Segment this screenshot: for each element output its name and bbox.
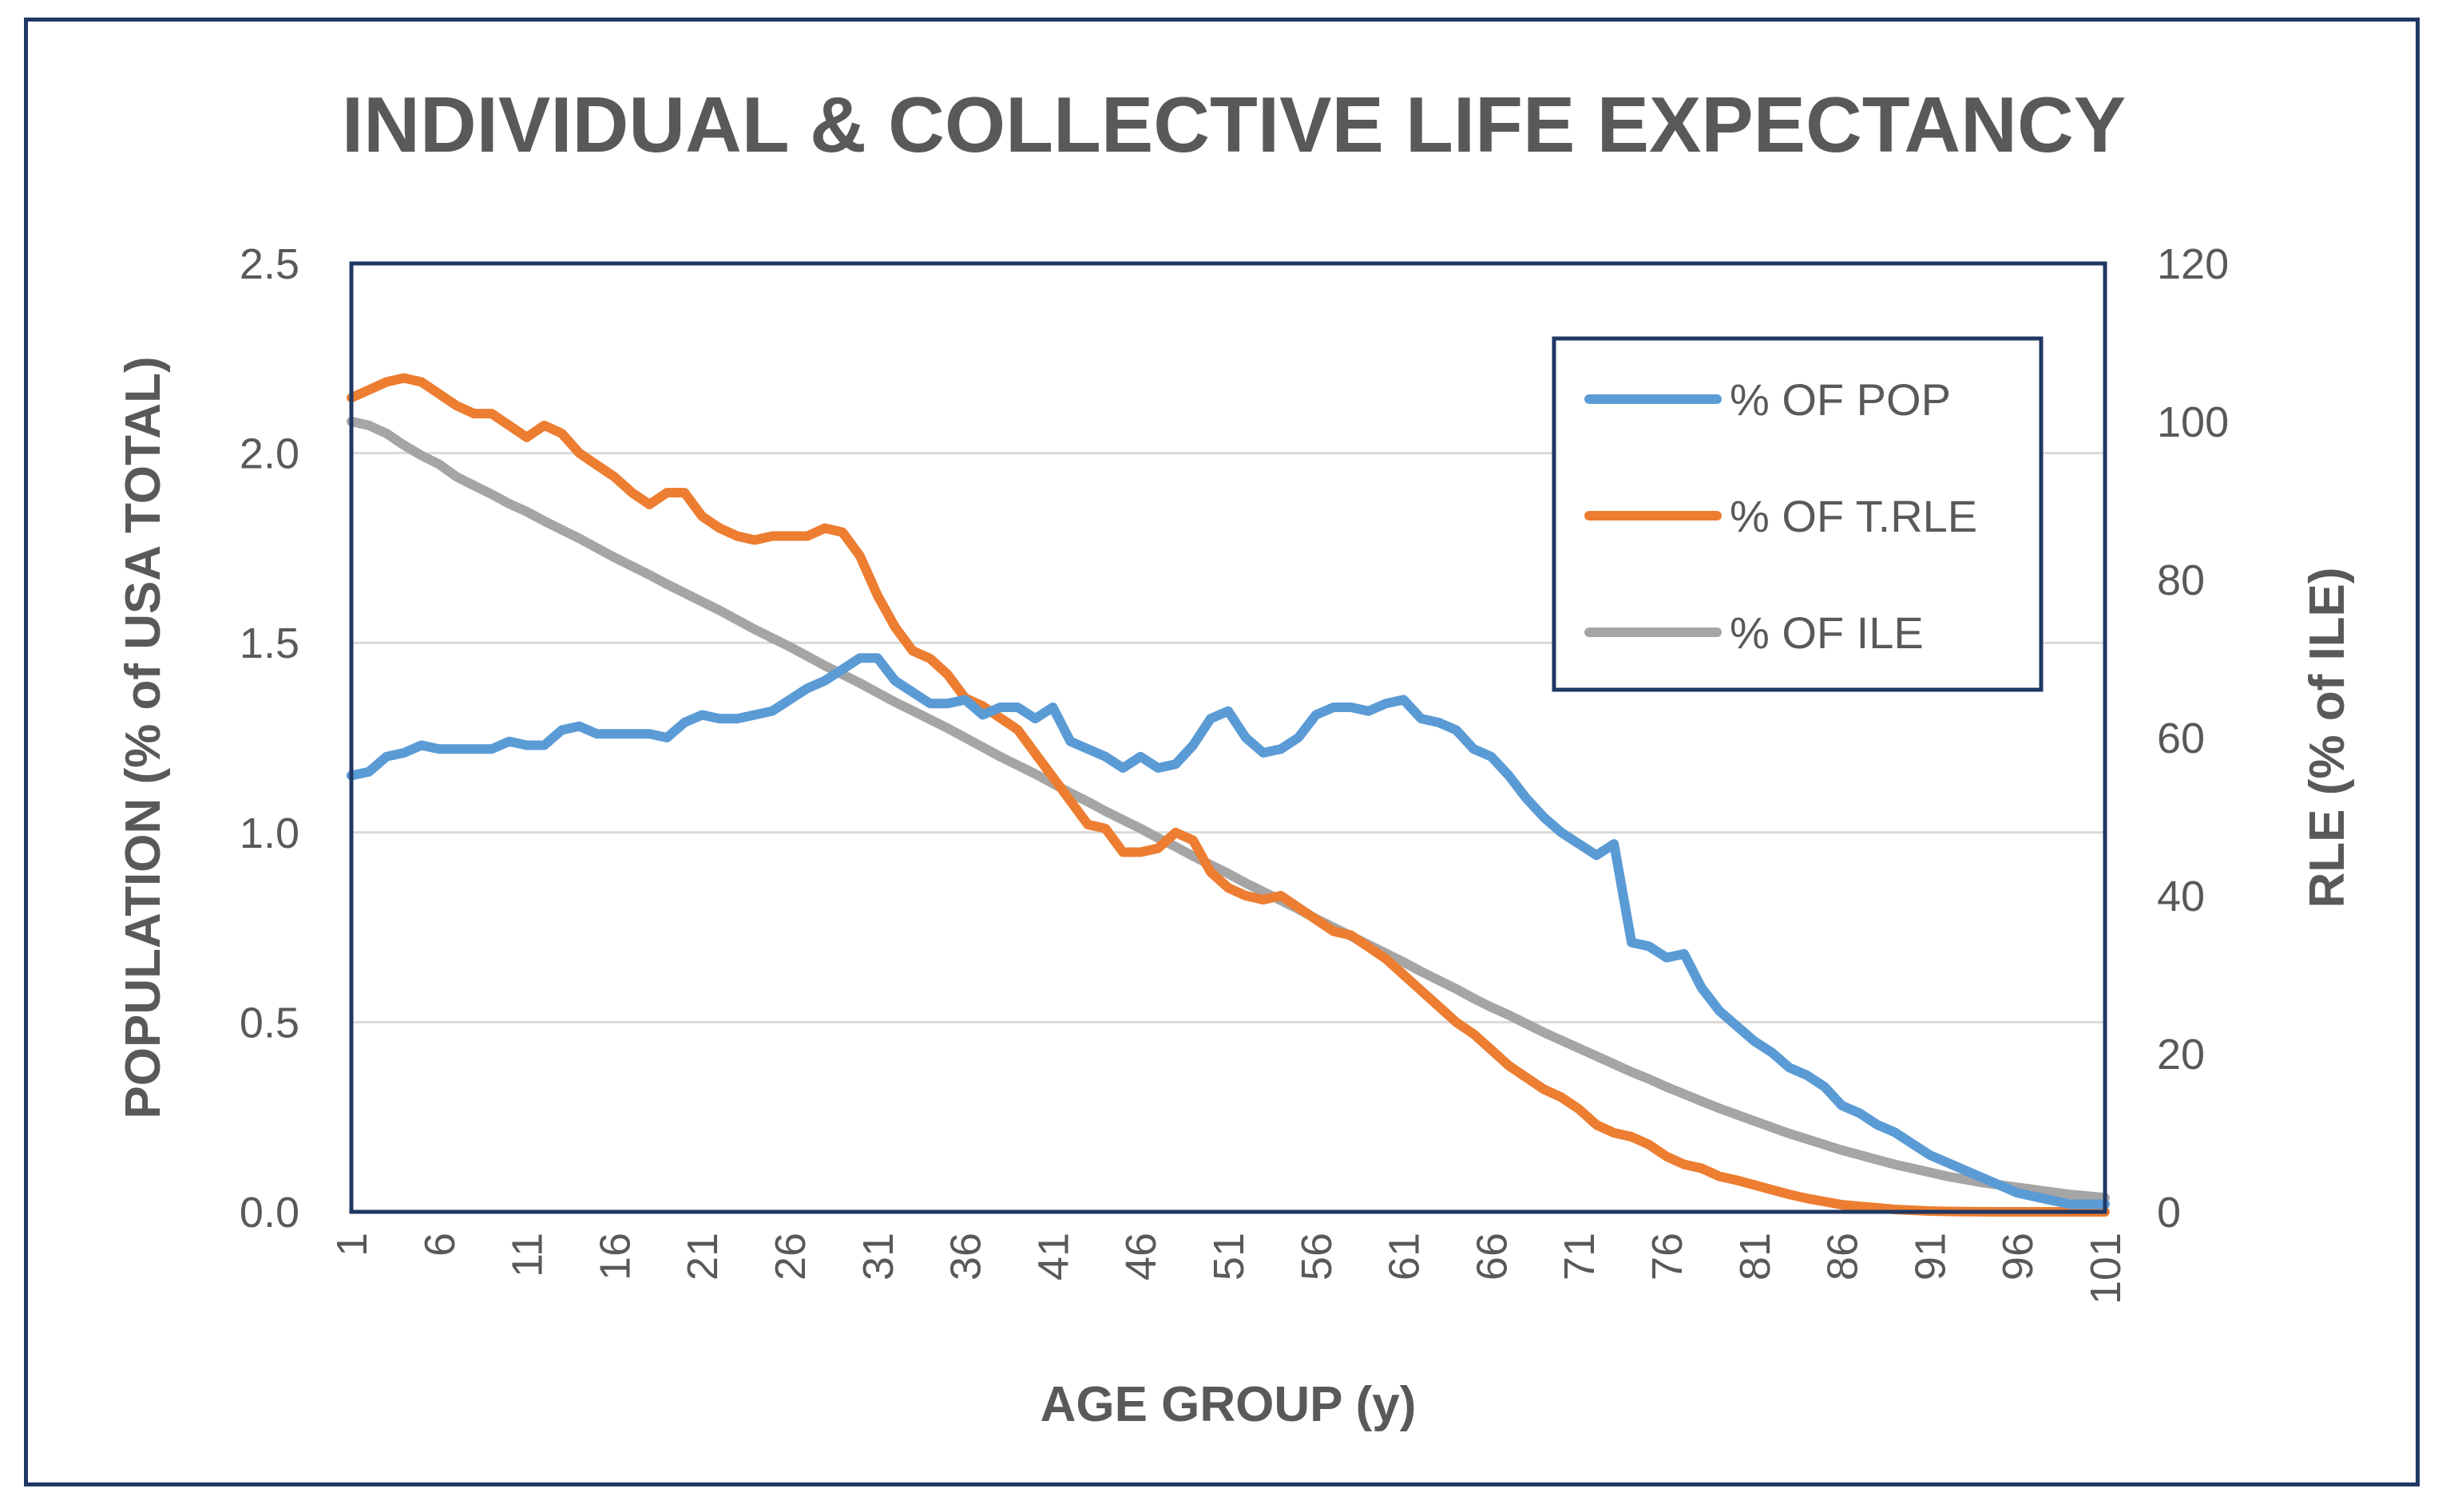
legend-label: % OF T.RLE <box>1730 491 1977 541</box>
y2-tick-label: 60 <box>2157 714 2205 762</box>
x-tick-label: 16 <box>591 1233 639 1280</box>
x-tick-label: 31 <box>854 1233 902 1280</box>
x-tick-label: 96 <box>1994 1233 2042 1280</box>
y-axis-right-ticks: 0 20 40 60 80 100 120 <box>2157 240 2229 1237</box>
series-line-of-t-rle <box>347 373 2110 1217</box>
x-tick-label: 66 <box>1468 1233 1516 1280</box>
x-tick-label: 41 <box>1029 1233 1077 1280</box>
x-tick-label: 36 <box>942 1233 990 1280</box>
x-tick-label: 61 <box>1381 1233 1429 1280</box>
y-axis-right-title: RLE (% of ILE) <box>2300 567 2355 908</box>
series-line-of-ile <box>347 417 2110 1203</box>
y-tick-label: 1.0 <box>240 809 299 857</box>
x-tick-label: 21 <box>679 1233 727 1280</box>
y2-tick-label: 100 <box>2157 398 2229 446</box>
y2-tick-label: 80 <box>2157 556 2205 604</box>
gridlines <box>351 452 2105 1023</box>
x-tick-label: 81 <box>1731 1233 1779 1280</box>
x-tick-label: 86 <box>1819 1233 1867 1280</box>
x-tick-label: 1 <box>328 1233 376 1257</box>
legend-label: % OF POP <box>1730 374 1951 425</box>
y-axis-left-title: POPULATION (% of USA TOTAL) <box>116 356 171 1118</box>
y-tick-label: 2.5 <box>240 240 299 288</box>
x-tick-label: 46 <box>1117 1233 1165 1280</box>
y-tick-label: 0.0 <box>240 1189 299 1237</box>
y2-tick-label: 20 <box>2157 1031 2205 1079</box>
x-tick-label: 56 <box>1293 1233 1341 1280</box>
x-axis-title: AGE GROUP (y) <box>1041 1377 1417 1432</box>
chart-title: INDIVIDUAL & COLLECTIVE LIFE EXPECTANCY <box>342 81 2126 168</box>
legend-items: % OF POP % OF T.RLE % OF ILE <box>1584 374 1977 658</box>
x-tick-label: 26 <box>767 1233 815 1280</box>
x-tick-label: 91 <box>1906 1233 1954 1280</box>
series-layer <box>347 373 2110 1217</box>
x-tick-label: 71 <box>1556 1233 1604 1280</box>
x-tick-label: 101 <box>2082 1233 2130 1304</box>
y-axis-left-ticks: 0.0 0.5 1.0 1.5 2.0 2.5 <box>240 240 299 1237</box>
legend: % OF POP % OF T.RLE % OF ILE <box>1552 336 2044 692</box>
y2-tick-label: 40 <box>2157 873 2205 920</box>
x-axis-ticks: 1 6 11 16 21 26 31 36 41 46 51 56 61 66 71 76 81 86 91 96 10… <box>328 1233 2130 1304</box>
y-tick-label: 0.5 <box>240 999 299 1047</box>
x-tick-label: 76 <box>1643 1233 1691 1280</box>
legend-label: % OF ILE <box>1730 608 1924 658</box>
x-tick-label: 51 <box>1205 1233 1253 1280</box>
x-tick-label: 11 <box>504 1233 552 1277</box>
y2-tick-label: 120 <box>2157 240 2229 288</box>
plot-area-border <box>349 261 2107 1214</box>
y-tick-label: 2.0 <box>240 430 299 478</box>
y2-tick-label: 0 <box>2157 1189 2181 1237</box>
series-line-of-pop <box>347 653 2110 1209</box>
x-tick-label: 6 <box>416 1233 464 1257</box>
y-tick-label: 1.5 <box>240 619 299 667</box>
